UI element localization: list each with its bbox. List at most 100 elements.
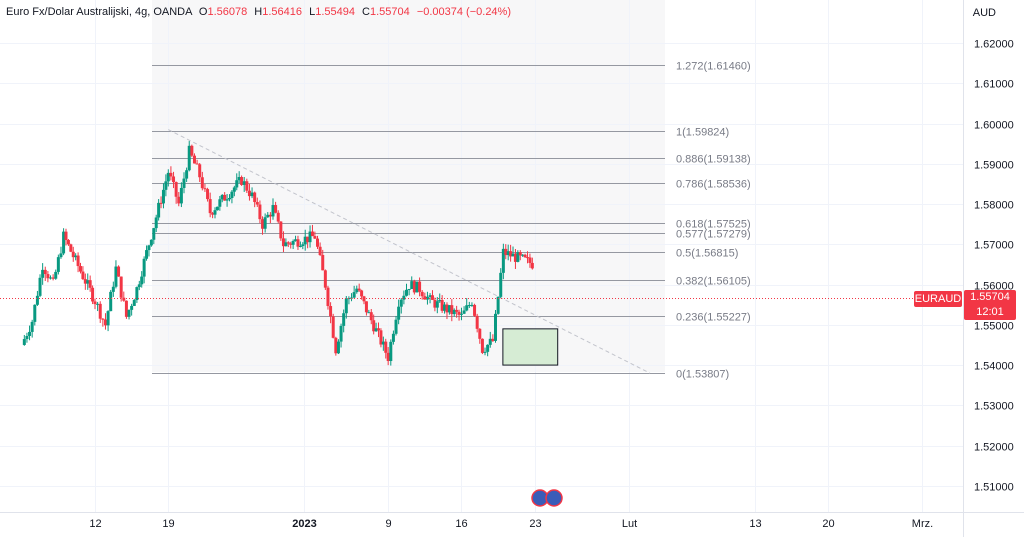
- candle: [43, 266, 47, 281]
- candle: [457, 309, 461, 321]
- candle: [49, 275, 52, 280]
- candle: [203, 183, 207, 192]
- time-axis[interactable]: 12 19 2023 9 16 23 Lut 13 20 Mrz.: [89, 518, 933, 530]
- candle: [135, 286, 139, 303]
- candle: [318, 242, 322, 257]
- candle: [402, 290, 406, 305]
- candle: [516, 250, 520, 263]
- candle: [425, 291, 429, 305]
- candle: [418, 277, 422, 297]
- price-tick-label: 1.54000: [974, 361, 1014, 373]
- close-value: 1.55704: [369, 6, 410, 18]
- candle: [253, 191, 257, 208]
- time-tick-label: 9: [385, 518, 391, 530]
- candle: [232, 185, 236, 197]
- candle: [166, 169, 170, 187]
- candle: [412, 279, 416, 295]
- candle: [397, 299, 401, 325]
- currency-label[interactable]: AUD: [972, 7, 996, 19]
- candle: [91, 285, 95, 305]
- candle: [119, 276, 123, 302]
- candle: [286, 241, 290, 248]
- candle: [499, 268, 503, 299]
- candle: [117, 265, 121, 277]
- price-tick-label: 1.62000: [974, 39, 1014, 51]
- candle: [237, 171, 241, 184]
- candle: [235, 173, 239, 191]
- candle: [342, 309, 346, 333]
- demand-zone[interactable]: [502, 328, 559, 366]
- candle: [96, 301, 100, 312]
- candle: [111, 281, 115, 297]
- candle: [86, 273, 90, 290]
- candle: [483, 347, 487, 356]
- candle: [470, 302, 474, 307]
- candle: [69, 243, 73, 253]
- candle: [394, 315, 398, 336]
- candle: [459, 307, 463, 321]
- fib-level-label: 0.786(1.58536): [676, 179, 751, 191]
- candle: [22, 334, 26, 346]
- fibonacci-levels[interactable]: 1.272(1.61460) 1(1.59824) 0.886(1.59138) 0.…: [152, 61, 751, 381]
- candle: [225, 194, 229, 207]
- candle: [30, 319, 34, 338]
- candle: [420, 290, 424, 300]
- price-tick-label: 1.53000: [974, 401, 1014, 413]
- candle: [142, 256, 146, 284]
- candle: [504, 244, 508, 260]
- candle: [381, 336, 385, 351]
- candle: [74, 253, 78, 261]
- candle: [177, 192, 181, 207]
- candle: [103, 313, 107, 330]
- price-tick-label: 1.56000: [974, 281, 1014, 293]
- candle: [271, 198, 275, 220]
- open-value: 1.56078: [207, 6, 248, 18]
- candle: [323, 269, 327, 291]
- candle: [326, 285, 330, 310]
- candle: [399, 297, 403, 314]
- candle: [159, 196, 163, 209]
- candle: [145, 245, 149, 261]
- candle: [374, 322, 378, 332]
- candle: [215, 206, 219, 211]
- candle: [303, 229, 307, 251]
- candle: [465, 298, 469, 312]
- candle: [355, 285, 359, 294]
- candle: [298, 241, 302, 248]
- candle: [261, 216, 265, 235]
- economic-events[interactable]: [531, 489, 563, 507]
- candle: [106, 310, 110, 332]
- candle: [279, 221, 283, 241]
- candle: [526, 251, 530, 264]
- change-value: −0.00374 (−0.24%): [416, 6, 511, 18]
- close-label: C: [362, 6, 370, 18]
- candle: [38, 274, 42, 298]
- candle: [185, 167, 189, 182]
- candle: [281, 231, 285, 253]
- time-tick-label: Lut: [622, 518, 637, 530]
- price-axis[interactable]: 1.62000 1.61000 1.60000 1.59000 1.58000 1.570…: [974, 39, 1014, 494]
- candle: [364, 301, 368, 316]
- candle: [289, 241, 293, 249]
- candle: [250, 187, 254, 199]
- open-label: O: [198, 6, 208, 18]
- candle: [478, 328, 482, 344]
- candle: [486, 344, 490, 357]
- candle: [137, 280, 141, 291]
- candle: [149, 239, 153, 247]
- candle: [433, 297, 437, 312]
- candle: [369, 308, 373, 325]
- fib-level-label: 0.618(1.57525): [676, 219, 751, 231]
- trendline[interactable]: [168, 129, 651, 374]
- symbol-title[interactable]: Euro Fx/Dolar Australijski, 4g, OANDA: [6, 6, 192, 18]
- candle: [391, 330, 395, 345]
- time-tick-label: 16: [455, 518, 467, 530]
- event-flag-icon[interactable]: [545, 489, 563, 507]
- candle: [71, 246, 75, 262]
- candle: [310, 224, 314, 237]
- candle: [266, 212, 270, 218]
- candle: [109, 289, 113, 312]
- candle: [301, 242, 305, 250]
